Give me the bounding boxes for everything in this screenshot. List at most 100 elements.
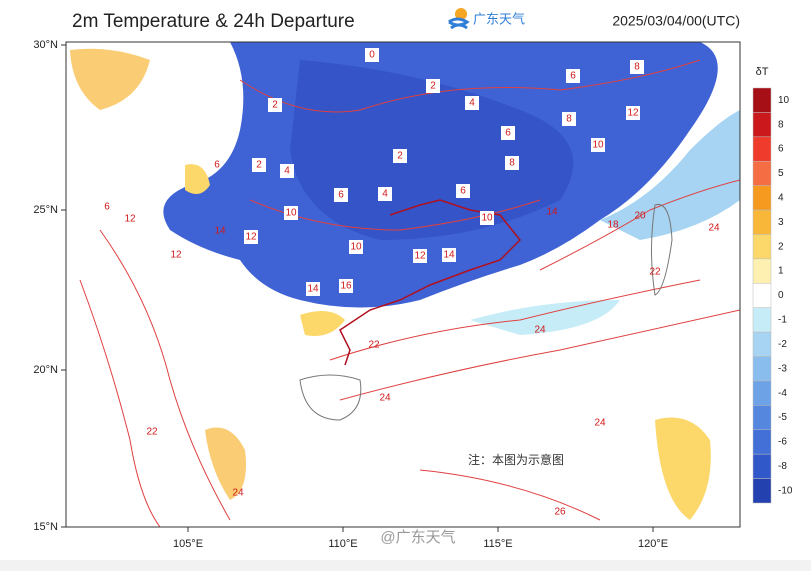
colorbar-swatch (752, 209, 772, 235)
colorbar-swatch (752, 429, 772, 455)
colorbar-swatch (752, 234, 772, 260)
contour-label: 4 (469, 98, 475, 109)
colorbar-label: -10 (778, 485, 793, 496)
contour-label: 6 (338, 190, 344, 201)
cool-region (600, 110, 740, 240)
colorbar-label: 5 (778, 168, 784, 179)
colorbar-label: -8 (778, 461, 787, 472)
province-border (339, 199, 522, 366)
contour-label: 24 (594, 418, 606, 429)
warm-patch (300, 311, 345, 336)
timestamp: 2025/03/04/00(UTC) (612, 13, 740, 29)
lon-label: 105°E (173, 538, 203, 550)
label-box (501, 126, 515, 140)
contour-label: 6 (570, 71, 576, 82)
colorbar-label: 6 (778, 144, 784, 155)
isotherm (99, 229, 231, 521)
contour-label: 8 (566, 114, 572, 125)
label-box (480, 211, 494, 225)
contour-label: 26 (554, 507, 566, 518)
label-box (378, 187, 392, 201)
label-box (252, 158, 266, 172)
contour-label: 2 (430, 81, 436, 92)
colorbar-label: -5 (778, 412, 787, 423)
logo-sun (455, 8, 467, 20)
label-box (393, 149, 407, 163)
colorbar-swatch (752, 258, 772, 284)
contour-label: 2 (272, 100, 278, 111)
label-box (456, 184, 470, 198)
axes: 30°N 25°N 20°N 15°N 105°E 110°E 115°E 120°E (33, 39, 668, 550)
colorbar-swatch (752, 87, 772, 113)
colorbar-label: 10 (778, 95, 790, 106)
warm-patch (655, 417, 711, 520)
title: 2m Temperature & 24h Departure (72, 11, 355, 32)
contour-label: 12 (124, 214, 136, 225)
lat-label: 30°N (33, 39, 58, 51)
warm-patch (185, 164, 210, 194)
label-box (365, 48, 379, 62)
label-box (626, 106, 640, 120)
contour-label: 14 (546, 207, 558, 218)
colorbar-label: -6 (778, 437, 787, 448)
colorbar-swatch (752, 331, 772, 357)
contour-label: 12 (414, 251, 426, 262)
contour-label: 14 (214, 226, 226, 237)
contour-label: 24 (379, 393, 391, 404)
contour-label: 10 (285, 208, 297, 219)
contour-label: 22 (368, 340, 380, 351)
isotherms (79, 59, 740, 527)
colorbar-label: 1 (778, 266, 784, 277)
lat-label: 15°N (33, 521, 58, 533)
colorbar-swatch (752, 283, 772, 308)
note: 注：本图为示意图 (468, 452, 564, 467)
contour-label: 2 (397, 151, 403, 162)
isotherm (539, 179, 740, 271)
contour-label: 8 (509, 158, 515, 169)
contour-label: 2 (256, 160, 262, 171)
contour-label: 16 (340, 281, 352, 292)
colorbar-label: -2 (778, 339, 787, 350)
colorbar-label: 0 (778, 290, 784, 301)
contour-label: 0 (369, 50, 375, 61)
contour-label: 14 (443, 250, 455, 261)
colorbar-swatch (752, 185, 772, 211)
watermark: @广东天气 (380, 529, 455, 546)
contour-label: 12 (245, 232, 257, 243)
isotherm (79, 279, 161, 527)
colorbar-swatch (752, 160, 772, 186)
contour-label: 6 (104, 202, 110, 213)
logo (448, 8, 470, 30)
contour-label: 6 (505, 128, 511, 139)
contour-label: 20 (634, 211, 646, 222)
map-frame (65, 41, 741, 528)
label-box (413, 249, 427, 263)
colorbar-swatch (752, 307, 772, 333)
logo-wave (448, 17, 470, 30)
label-box (591, 138, 605, 152)
contour-label: 24 (534, 325, 546, 336)
colorbar-swatch (752, 356, 772, 382)
contour-label: 22 (146, 427, 158, 438)
isotherm (329, 279, 701, 361)
label-box (244, 230, 258, 244)
colorbar-label: 8 (778, 119, 784, 130)
lat-label: 20°N (33, 364, 58, 376)
label-box (465, 96, 479, 110)
label-box (562, 112, 576, 126)
label-box (280, 164, 294, 178)
cool-patch (470, 300, 620, 335)
label-box (306, 282, 320, 296)
coastline (299, 203, 673, 421)
contour-label: 6 (460, 186, 466, 197)
lon-label: 120°E (638, 538, 668, 550)
colorbar-swatch (752, 112, 772, 138)
label-box (284, 206, 298, 220)
label-box (334, 188, 348, 202)
label-box (349, 240, 363, 254)
contour-label: 4 (284, 166, 290, 177)
